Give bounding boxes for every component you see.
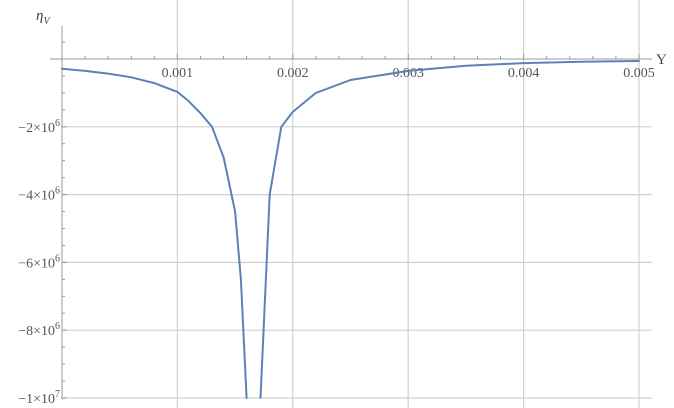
axes (50, 26, 652, 400)
x-tick-label: 0.004 (508, 66, 540, 81)
series-line (259, 60, 640, 399)
y-tick-label: −6×106 (18, 253, 60, 271)
x-tick-label: 0.001 (162, 66, 194, 81)
data-series (61, 60, 640, 399)
y-axis-label-main: η (36, 8, 43, 24)
y-tick-label: −2×106 (18, 118, 60, 136)
y-tick-label: −4×106 (18, 186, 60, 204)
x-tick-label: 0.002 (277, 66, 309, 81)
y-axis-label-sub: V (43, 16, 51, 27)
x-tick-label: 0.005 (623, 66, 655, 81)
y-tick-label: −8×106 (18, 321, 60, 339)
y-axis-label: ηV (36, 8, 51, 27)
y-tick-label: −1×107 (18, 389, 60, 407)
y-axis-ticks: −2×106 −4×106 −6×106 −8×106 −1×107 (18, 41, 67, 407)
series-line (61, 67, 248, 399)
x-axis-label: Y (656, 52, 667, 68)
gridlines (62, 0, 652, 408)
